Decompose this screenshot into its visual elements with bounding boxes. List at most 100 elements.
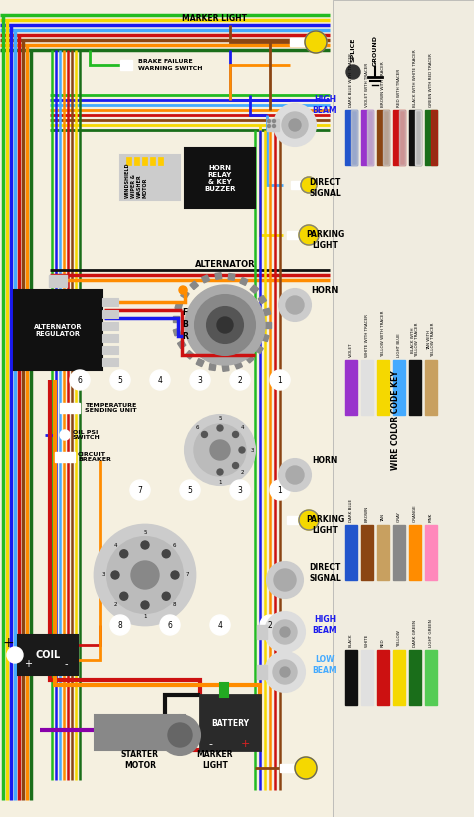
Bar (200, 695, 260, 750)
Bar (409, 650, 421, 705)
Bar (134, 157, 139, 165)
Bar (345, 650, 357, 705)
Text: 4: 4 (114, 542, 117, 548)
Text: MARKER
LIGHT: MARKER LIGHT (197, 750, 233, 770)
Bar (126, 157, 131, 165)
Bar (425, 360, 437, 415)
Text: +: + (2, 636, 14, 650)
Text: PARKING
LIGHT: PARKING LIGHT (306, 230, 344, 250)
Bar (393, 525, 405, 580)
Circle shape (160, 715, 200, 755)
Text: PINK: PINK (429, 513, 433, 522)
Text: WARNING SWITCH: WARNING SWITCH (138, 66, 202, 71)
Text: +: + (24, 659, 32, 669)
Bar (60, 403, 80, 413)
Text: ALTERNATOR
REGULATOR: ALTERNATOR REGULATOR (34, 324, 82, 337)
Circle shape (299, 225, 319, 245)
Bar (377, 650, 389, 705)
Bar (102, 334, 118, 342)
Circle shape (260, 615, 280, 635)
Text: BATTERY: BATTERY (211, 718, 249, 727)
Text: CIRCUIT
BREAKER: CIRCUIT BREAKER (78, 452, 111, 462)
Bar (120, 60, 132, 70)
Circle shape (217, 425, 223, 431)
Circle shape (233, 462, 238, 469)
Text: 1: 1 (278, 485, 283, 494)
Text: B: B (182, 320, 188, 329)
Text: 7: 7 (185, 573, 189, 578)
Circle shape (179, 286, 187, 294)
Bar (399, 110, 405, 165)
Circle shape (150, 370, 170, 390)
Circle shape (230, 480, 250, 500)
Bar (377, 110, 389, 165)
Bar (257, 625, 267, 639)
Circle shape (295, 757, 317, 779)
Bar (250, 285, 259, 293)
Text: TAN: TAN (381, 514, 385, 522)
Text: 7: 7 (137, 485, 143, 494)
Circle shape (305, 31, 327, 53)
Circle shape (270, 480, 290, 500)
Bar (263, 308, 271, 315)
Text: 8: 8 (118, 620, 122, 630)
Bar (102, 346, 118, 354)
Text: 4: 4 (157, 376, 163, 385)
Bar (246, 355, 254, 363)
Bar (150, 157, 155, 165)
Bar (287, 231, 299, 239)
Bar (222, 364, 229, 372)
Bar (377, 525, 389, 580)
Text: 6: 6 (78, 376, 82, 385)
Bar (49, 275, 67, 287)
Bar (185, 148, 255, 208)
Circle shape (171, 571, 179, 579)
Circle shape (280, 627, 290, 637)
Bar (102, 310, 118, 318)
Text: GREEN WITH RED TRACER: GREEN WITH RED TRACER (429, 53, 433, 107)
Text: 5: 5 (143, 530, 147, 535)
Circle shape (301, 177, 317, 193)
Circle shape (120, 592, 128, 600)
Bar (393, 650, 405, 705)
Bar (383, 110, 389, 165)
Bar (55, 452, 75, 462)
Circle shape (207, 307, 243, 343)
Text: SPLICE: SPLICE (350, 38, 356, 62)
Circle shape (131, 561, 159, 589)
Text: TEMPERATURE
SENDING UNIT: TEMPERATURE SENDING UNIT (85, 403, 137, 413)
Text: WINDSHIELD
WIPER &
WASHER
MOTOR: WINDSHIELD WIPER & WASHER MOTOR (125, 163, 147, 198)
Circle shape (286, 296, 304, 314)
Text: -: - (64, 659, 68, 669)
Bar (215, 273, 222, 279)
Text: HORN
RELAY
& KEY
BUZZER: HORN RELAY & KEY BUZZER (204, 164, 236, 191)
Circle shape (270, 370, 290, 390)
Bar (18, 635, 78, 675)
Bar (361, 650, 373, 705)
Bar (280, 764, 296, 772)
Text: 8: 8 (173, 602, 176, 607)
Circle shape (280, 667, 290, 677)
Circle shape (233, 431, 238, 437)
Bar (178, 340, 186, 349)
Text: 5: 5 (188, 485, 192, 494)
Circle shape (130, 480, 150, 500)
Circle shape (194, 424, 246, 476)
Bar (209, 364, 216, 370)
Bar (196, 359, 204, 367)
Text: 1: 1 (143, 614, 147, 619)
Text: WHITE WITH TRACER: WHITE WITH TRACER (365, 314, 369, 357)
Text: DIRECT
SIGNAL: DIRECT SIGNAL (309, 178, 341, 198)
Bar (393, 360, 405, 415)
Circle shape (282, 112, 308, 138)
Bar (102, 322, 118, 330)
Bar (345, 360, 357, 415)
Circle shape (279, 459, 311, 491)
Circle shape (267, 119, 271, 123)
Bar (333, 0, 474, 817)
Text: 3: 3 (101, 573, 105, 578)
Circle shape (286, 466, 304, 484)
Circle shape (95, 525, 195, 625)
Circle shape (60, 430, 70, 440)
Circle shape (267, 562, 303, 598)
